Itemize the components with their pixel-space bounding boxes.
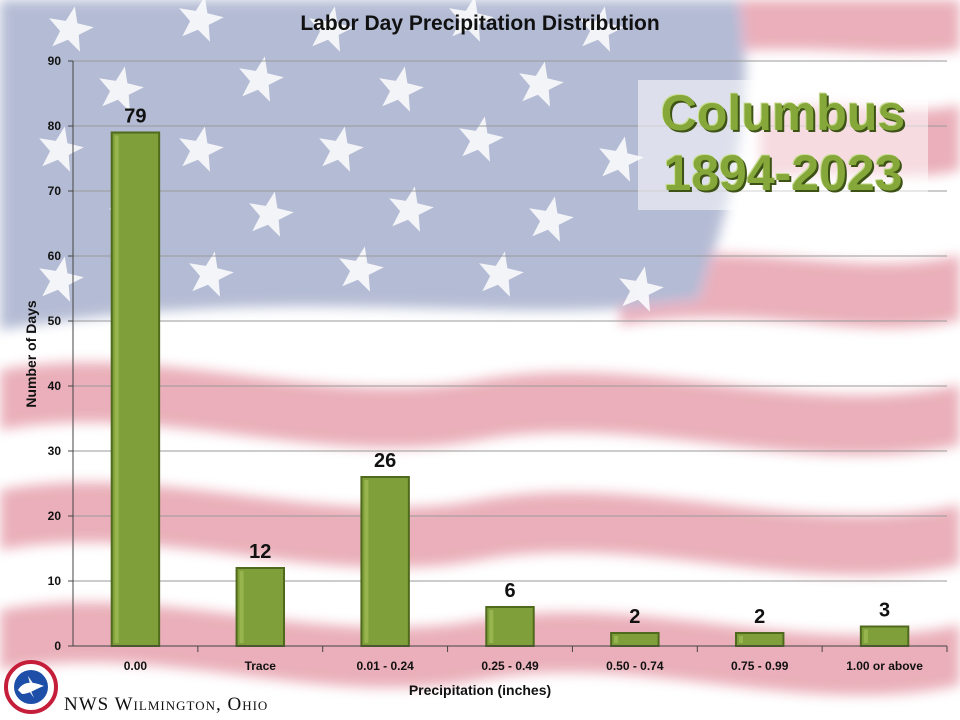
star-icon xyxy=(49,6,94,52)
star-icon xyxy=(39,256,84,302)
star-icon xyxy=(249,191,294,237)
y-tick-label: 40 xyxy=(48,379,62,393)
y-tick-label: 80 xyxy=(48,119,62,133)
chart-title: Labor Day Precipitation Distribution xyxy=(300,12,660,35)
bar xyxy=(360,476,410,647)
y-tick-label: 10 xyxy=(48,574,62,588)
data-label: 2 xyxy=(754,606,765,628)
y-tick-label: 0 xyxy=(54,639,61,653)
data-label: 12 xyxy=(249,541,271,563)
y-tick-label: 30 xyxy=(48,444,62,458)
star-icon xyxy=(599,136,644,182)
star-icon xyxy=(449,0,494,42)
star-icon xyxy=(309,6,354,52)
y-tick-label: 20 xyxy=(48,509,62,523)
bar xyxy=(734,632,785,647)
star-icon xyxy=(99,66,144,112)
bar-highlight xyxy=(863,629,868,643)
star-icon xyxy=(239,56,284,102)
x-tick-label: 0.50 - 0.74 xyxy=(606,659,664,673)
bar xyxy=(485,606,535,647)
data-label: 26 xyxy=(374,450,396,472)
bar xyxy=(859,625,910,647)
star-icon xyxy=(179,126,224,172)
station-name: Columbus xyxy=(660,85,906,141)
bar xyxy=(110,131,161,647)
star-icon xyxy=(579,6,624,52)
station-panel xyxy=(638,80,928,210)
bar xyxy=(235,567,286,647)
data-label: 6 xyxy=(504,580,515,602)
bar xyxy=(610,632,660,647)
star-icon xyxy=(519,61,564,107)
star-icon xyxy=(179,0,224,42)
bar-highlight xyxy=(738,636,743,643)
y-tick-label: 60 xyxy=(48,249,62,263)
y-axis-label: Number of Days xyxy=(23,300,39,408)
footer-credit: NWS Wilmington, Ohio xyxy=(64,694,269,715)
data-label: 79 xyxy=(124,106,146,128)
star-icon xyxy=(529,196,574,242)
bar-highlight xyxy=(114,135,119,643)
x-tick-label: 0.25 - 0.49 xyxy=(481,659,539,673)
y-tick-label: 90 xyxy=(48,54,62,68)
station-years: 1894-2023 xyxy=(663,145,903,201)
nws-logo-icon xyxy=(4,660,58,714)
star-icon xyxy=(339,246,384,292)
bar-highlight xyxy=(614,636,619,643)
star-icon xyxy=(459,116,504,162)
bar-highlight xyxy=(364,480,369,643)
x-axis-label: Precipitation (inches) xyxy=(408,682,552,698)
data-label: 3 xyxy=(879,600,890,622)
star-icon xyxy=(39,126,84,172)
star-icon xyxy=(189,251,234,297)
star-icon xyxy=(619,266,664,312)
data-label: 2 xyxy=(629,606,640,628)
y-tick-label: 70 xyxy=(48,184,62,198)
y-tick-label: 50 xyxy=(48,314,62,328)
x-tick-label: Trace xyxy=(245,659,277,673)
star-icon xyxy=(379,66,424,112)
x-tick-label: 0.75 - 0.99 xyxy=(731,659,789,673)
x-tick-label: 0.01 - 0.24 xyxy=(356,659,414,673)
bar-highlight xyxy=(489,610,494,643)
star-icon xyxy=(479,251,524,297)
star-icon-group xyxy=(39,0,664,312)
bar-highlight xyxy=(239,571,244,643)
x-tick-label: 1.00 or above xyxy=(846,659,923,673)
star-icon xyxy=(319,126,364,172)
star-icon xyxy=(389,186,434,232)
x-tick-label: 0.00 xyxy=(124,659,148,673)
